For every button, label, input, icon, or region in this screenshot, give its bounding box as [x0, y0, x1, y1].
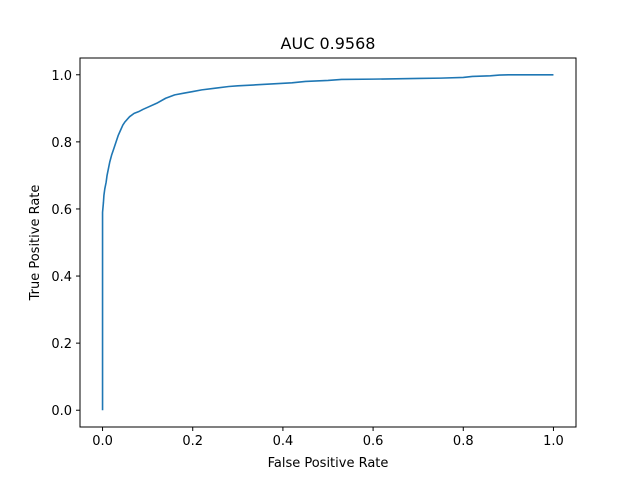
y-tick-label: 0.6 [51, 203, 72, 218]
y-tick-label: 0.8 [51, 136, 72, 151]
y-axis-label: True Positive Rate [28, 185, 43, 302]
y-tick-label: 1.0 [51, 69, 72, 84]
y-tick-label: 0.2 [51, 337, 72, 352]
x-tick-label: 0.8 [453, 434, 474, 449]
y-tick-label: 0.0 [51, 404, 72, 419]
roc-curve-line [101, 73, 554, 411]
x-tick-label: 0.6 [363, 434, 384, 449]
y-tick-label: 0.4 [51, 270, 72, 285]
chart-title: AUC 0.9568 [281, 34, 376, 53]
line-layer [101, 73, 554, 411]
x-tick-label: 0.4 [273, 434, 294, 449]
plot-frame [79, 57, 577, 428]
x-tick-label: 0.0 [92, 434, 113, 449]
x-tick-label: 0.2 [182, 434, 203, 449]
x-axis-label: False Positive Rate [268, 456, 389, 471]
x-tick-label: 1.0 [543, 434, 564, 449]
ticks-layer: 0.0 0.2 0.4 0.6 0.8 1.0 0.0 0.2 0.4 0.6 0.8 1.0 [51, 69, 563, 449]
